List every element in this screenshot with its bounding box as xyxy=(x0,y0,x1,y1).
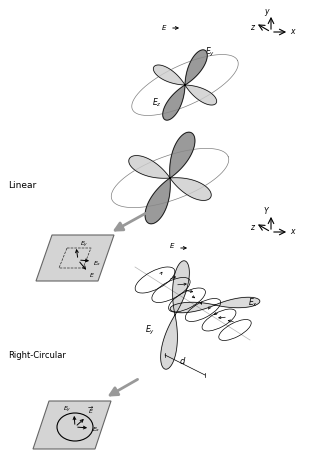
Text: Linear: Linear xyxy=(8,180,36,189)
Text: Y: Y xyxy=(264,207,268,217)
Polygon shape xyxy=(145,178,170,224)
Polygon shape xyxy=(153,65,185,85)
Text: $E$: $E$ xyxy=(169,241,175,251)
Text: $\overrightarrow{E}$: $\overrightarrow{E}$ xyxy=(88,405,94,416)
Polygon shape xyxy=(185,85,217,105)
Text: $E_x$: $E_x$ xyxy=(92,425,100,434)
Text: $E_x$: $E_x$ xyxy=(248,297,258,309)
Text: z: z xyxy=(250,23,254,32)
Text: x: x xyxy=(290,26,294,35)
Text: $E_x$: $E_x$ xyxy=(93,260,101,269)
Text: $E_y$: $E_y$ xyxy=(80,240,89,250)
Polygon shape xyxy=(170,302,215,313)
Polygon shape xyxy=(36,235,114,281)
Polygon shape xyxy=(161,315,177,369)
Polygon shape xyxy=(170,132,195,178)
Text: y: y xyxy=(264,8,268,16)
Text: $E$: $E$ xyxy=(161,23,167,32)
Text: $E$: $E$ xyxy=(89,271,95,279)
Text: z: z xyxy=(250,222,254,231)
Text: $E_y$: $E_y$ xyxy=(145,323,155,337)
Polygon shape xyxy=(33,401,111,449)
Text: Right-Circular: Right-Circular xyxy=(8,351,66,360)
Polygon shape xyxy=(129,155,170,178)
Polygon shape xyxy=(185,50,207,85)
Text: $E_z$: $E_z$ xyxy=(152,97,162,109)
Text: x: x xyxy=(290,226,294,236)
Polygon shape xyxy=(170,178,211,200)
Text: $E_y$: $E_y$ xyxy=(63,405,71,415)
Polygon shape xyxy=(215,297,260,308)
Polygon shape xyxy=(163,85,185,120)
Text: $d$: $d$ xyxy=(179,355,187,366)
Text: $E_y$: $E_y$ xyxy=(205,45,215,58)
Polygon shape xyxy=(173,261,189,315)
